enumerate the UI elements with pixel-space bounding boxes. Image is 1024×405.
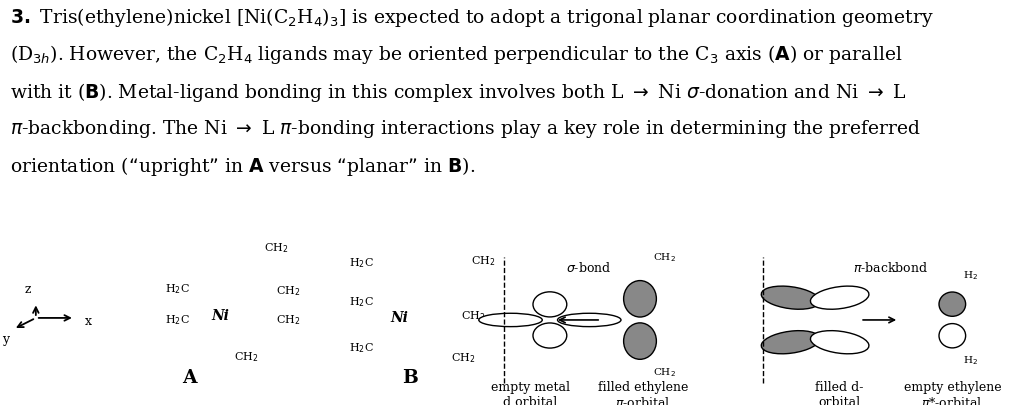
Text: CH$_2$: CH$_2$	[461, 309, 485, 323]
Ellipse shape	[761, 330, 820, 354]
Text: y: y	[2, 333, 9, 345]
Text: H$_2$C: H$_2$C	[349, 341, 374, 355]
Text: $\sigma$-bond: $\sigma$-bond	[566, 261, 611, 275]
Text: x: x	[85, 315, 92, 328]
Text: with it ($\bf{B}$). Metal-ligand bonding in this complex involves both L $\right: with it ($\bf{B}$). Metal-ligand bonding…	[10, 81, 906, 104]
Text: H$_2$: H$_2$	[963, 354, 978, 367]
Ellipse shape	[810, 330, 869, 354]
Ellipse shape	[557, 313, 621, 326]
Ellipse shape	[624, 281, 656, 317]
Text: CH$_2$: CH$_2$	[276, 284, 301, 298]
Text: CH$_2$: CH$_2$	[264, 241, 289, 255]
Text: CH$_2$: CH$_2$	[233, 350, 258, 364]
Text: A: A	[182, 369, 197, 387]
Text: filled ethylene
$\pi$-orbital: filled ethylene $\pi$-orbital	[598, 381, 688, 405]
Text: empty ethylene
$\pi$*-orbital: empty ethylene $\pi$*-orbital	[903, 381, 1001, 405]
Text: filled d-
orbital: filled d- orbital	[815, 381, 864, 405]
Text: z: z	[25, 284, 31, 296]
Text: CH$_2$: CH$_2$	[471, 254, 496, 268]
Ellipse shape	[479, 313, 543, 326]
Text: H$_2$C: H$_2$C	[349, 256, 374, 270]
Text: CH$_2$: CH$_2$	[653, 366, 676, 379]
Text: H$_2$C: H$_2$C	[165, 283, 189, 296]
Text: $\pi$-backbond: $\pi$-backbond	[853, 261, 929, 275]
Text: Ni: Ni	[390, 311, 409, 325]
Text: $\pi$-backbonding. The Ni $\rightarrow$ L $\pi$-bonding interactions play a key : $\pi$-backbonding. The Ni $\rightarrow$ …	[10, 118, 922, 140]
Text: CH$_2$: CH$_2$	[653, 251, 676, 264]
Text: H$_2$C: H$_2$C	[349, 295, 374, 309]
Ellipse shape	[534, 323, 567, 348]
Text: CH$_2$: CH$_2$	[451, 352, 475, 365]
Text: orientation (“upright” in $\bf{A}$ versus “planar” in $\bf{B}$).: orientation (“upright” in $\bf{A}$ versu…	[10, 155, 475, 178]
Text: H$_2$: H$_2$	[963, 269, 978, 282]
Ellipse shape	[624, 323, 656, 359]
Ellipse shape	[939, 292, 966, 316]
Text: Ni: Ni	[211, 309, 229, 323]
Text: empty metal
d orbital: empty metal d orbital	[490, 381, 570, 405]
Ellipse shape	[939, 324, 966, 348]
Ellipse shape	[534, 292, 567, 317]
Text: CH$_2$: CH$_2$	[276, 313, 301, 327]
Text: B: B	[401, 369, 418, 387]
Ellipse shape	[761, 286, 820, 309]
Text: H$_2$C: H$_2$C	[165, 313, 189, 327]
Text: (D$_{3h}$). However, the C$_2$H$_4$ ligands may be oriented perpendicular to the: (D$_{3h}$). However, the C$_2$H$_4$ liga…	[10, 43, 903, 66]
Text: $\bf{3.}$ Tris(ethylene)nickel [Ni(C$_2$H$_4$)$_3$] is expected to adopt a trigo: $\bf{3.}$ Tris(ethylene)nickel [Ni(C$_2$…	[10, 6, 934, 29]
Ellipse shape	[810, 286, 869, 309]
